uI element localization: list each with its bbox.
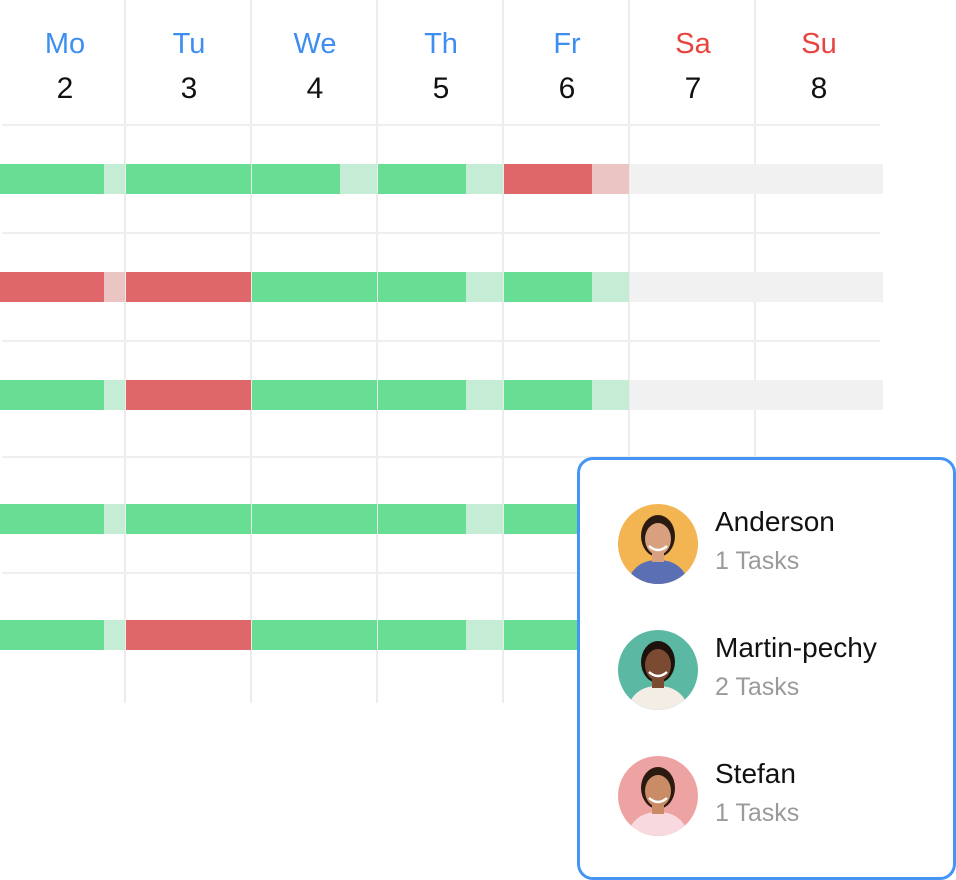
day-number: 5: [432, 72, 450, 105]
remaining-capacity-bar: [466, 164, 503, 194]
person-name: Martin-pechy: [715, 632, 877, 663]
day-number: 7: [684, 72, 702, 105]
green-workload-bar[interactable]: [504, 272, 592, 302]
row-divider: [2, 124, 880, 126]
remaining-capacity-bar: [466, 272, 503, 302]
remaining-capacity-bar: [104, 164, 125, 194]
day-number: 3: [180, 72, 198, 105]
green-workload-bar[interactable]: [378, 504, 466, 534]
person-name: Stefan: [715, 758, 796, 789]
day-number: 4: [306, 72, 324, 105]
person-item-anderson[interactable]: Anderson 1 Tasks: [618, 504, 938, 584]
green-workload-bar[interactable]: [0, 504, 104, 534]
day-name: Tu: [172, 28, 206, 60]
remaining-capacity-bar: [466, 380, 503, 410]
empty-slot: [756, 272, 883, 302]
remaining-capacity-bar: [104, 620, 125, 650]
day-name: Th: [424, 28, 458, 60]
green-workload-bar[interactable]: [252, 504, 377, 534]
day-name: Su: [801, 28, 837, 60]
avatar: [618, 630, 698, 710]
green-workload-bar[interactable]: [252, 620, 377, 650]
green-workload-bar[interactable]: [378, 272, 466, 302]
empty-slot: [756, 164, 883, 194]
person-item-stefan[interactable]: Stefan 1 Tasks: [618, 756, 938, 836]
person-item-martin-pechy[interactable]: Martin-pechy 2 Tasks: [618, 630, 938, 710]
remaining-capacity-bar: [466, 504, 503, 534]
task-count: 1 Tasks: [715, 799, 800, 827]
avatar: [618, 756, 698, 836]
remaining-capacity-bar: [592, 272, 629, 302]
green-workload-bar[interactable]: [252, 380, 377, 410]
empty-slot: [630, 380, 756, 410]
green-workload-bar[interactable]: [504, 380, 592, 410]
column-divider: [124, 0, 126, 703]
green-workload-bar[interactable]: [378, 164, 466, 194]
remaining-capacity-bar: [592, 380, 629, 410]
remaining-capacity-bar: [466, 620, 503, 650]
remaining-capacity-bar: [104, 380, 125, 410]
column-divider: [250, 0, 252, 703]
row-divider: [2, 340, 880, 342]
task-count: 2 Tasks: [715, 673, 800, 701]
person-photo-icon: [627, 767, 689, 836]
task-count: 1 Tasks: [715, 547, 800, 575]
red-workload-bar[interactable]: [126, 620, 251, 650]
day-name: Fr: [553, 28, 581, 60]
day-number: 2: [56, 72, 74, 105]
row-divider: [2, 232, 880, 234]
column-divider: [376, 0, 378, 703]
row-divider: [2, 572, 880, 574]
green-workload-bar[interactable]: [0, 380, 104, 410]
remaining-capacity-bar: [592, 164, 629, 194]
red-workload-bar[interactable]: [0, 272, 104, 302]
red-workload-bar[interactable]: [126, 272, 251, 302]
day-number: 8: [810, 72, 828, 105]
red-workload-bar[interactable]: [126, 380, 251, 410]
red-workload-bar[interactable]: [504, 164, 592, 194]
remaining-capacity-bar: [104, 272, 125, 302]
day-number: 6: [558, 72, 576, 105]
column-divider: [754, 0, 756, 703]
empty-slot: [756, 380, 883, 410]
row-divider: [2, 456, 880, 458]
green-workload-bar[interactable]: [378, 380, 466, 410]
green-workload-bar[interactable]: [126, 504, 251, 534]
person-name: Anderson: [715, 506, 835, 537]
day-name: Mo: [44, 28, 86, 60]
green-workload-bar[interactable]: [0, 620, 104, 650]
day-name: We: [293, 28, 337, 60]
day-name: Sa: [675, 28, 711, 60]
remaining-capacity-bar: [104, 504, 125, 534]
column-divider: [628, 0, 630, 703]
green-workload-bar[interactable]: [126, 164, 251, 194]
green-workload-bar[interactable]: [378, 620, 466, 650]
green-workload-bar[interactable]: [252, 164, 340, 194]
empty-slot: [630, 164, 756, 194]
person-photo-icon: [627, 641, 689, 710]
column-divider: [502, 0, 504, 703]
green-workload-bar[interactable]: [0, 164, 104, 194]
avatar: [618, 504, 698, 584]
green-workload-bar[interactable]: [252, 272, 377, 302]
empty-slot: [630, 272, 756, 302]
assignee-popup: Anderson 1 Tasks Martin-pechy 2 Tasks St…: [577, 457, 956, 880]
person-photo-icon: [627, 515, 689, 584]
remaining-capacity-bar: [340, 164, 377, 194]
